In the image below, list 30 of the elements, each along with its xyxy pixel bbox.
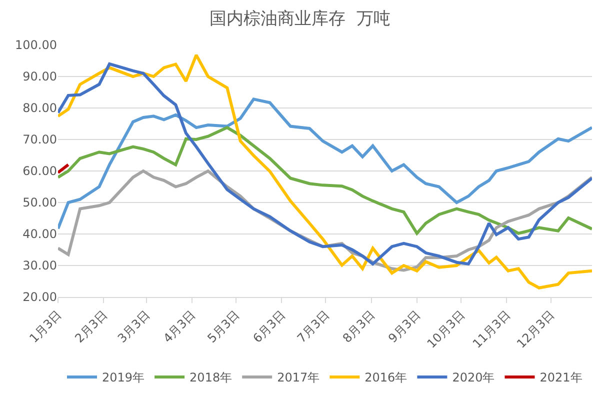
legend-label: 2021年 [540,370,582,385]
y-tick-label: 60.00 [22,164,57,178]
x-tick-label: 2月3日 [72,308,110,346]
y-tick-label: 70.00 [22,132,57,147]
legend-label: 2016年 [364,370,408,385]
x-tick-label: 12月3日 [514,308,558,351]
legend-label: 2020年 [452,370,495,385]
y-tick-label: 100.00 [15,38,57,52]
x-tick-label: 9月3日 [386,308,424,346]
y-tick-label: 30.00 [22,258,57,273]
chart-title: 国内棕油商业库存 万吨 [210,8,390,29]
x-tick-label: 11月3日 [470,308,514,351]
y-tick-label: 20.00 [22,290,57,304]
x-tick-label: 5月3日 [204,308,242,346]
line-series [58,126,592,235]
line-series [58,98,592,230]
y-tick-label: 90.00 [22,70,57,84]
x-tick-label: 7月3日 [294,308,332,346]
x-tick-label: 10月3日 [424,308,468,351]
y-tick-label: 80.00 [22,101,57,116]
x-tick-label: 1月3日 [26,308,64,346]
y-tick-label: 40.00 [22,227,57,242]
y-tick-label: 50.00 [22,196,57,210]
legend-label: 2017年 [277,370,320,385]
legend-label: 2019年 [102,370,145,385]
x-tick-label: 8月3日 [340,308,378,346]
legend-label: 2018年 [190,370,232,385]
x-tick-label: 4月3日 [160,308,198,346]
x-tick-label: 6月3日 [250,308,288,346]
x-tick-label: 3月3日 [114,308,153,346]
